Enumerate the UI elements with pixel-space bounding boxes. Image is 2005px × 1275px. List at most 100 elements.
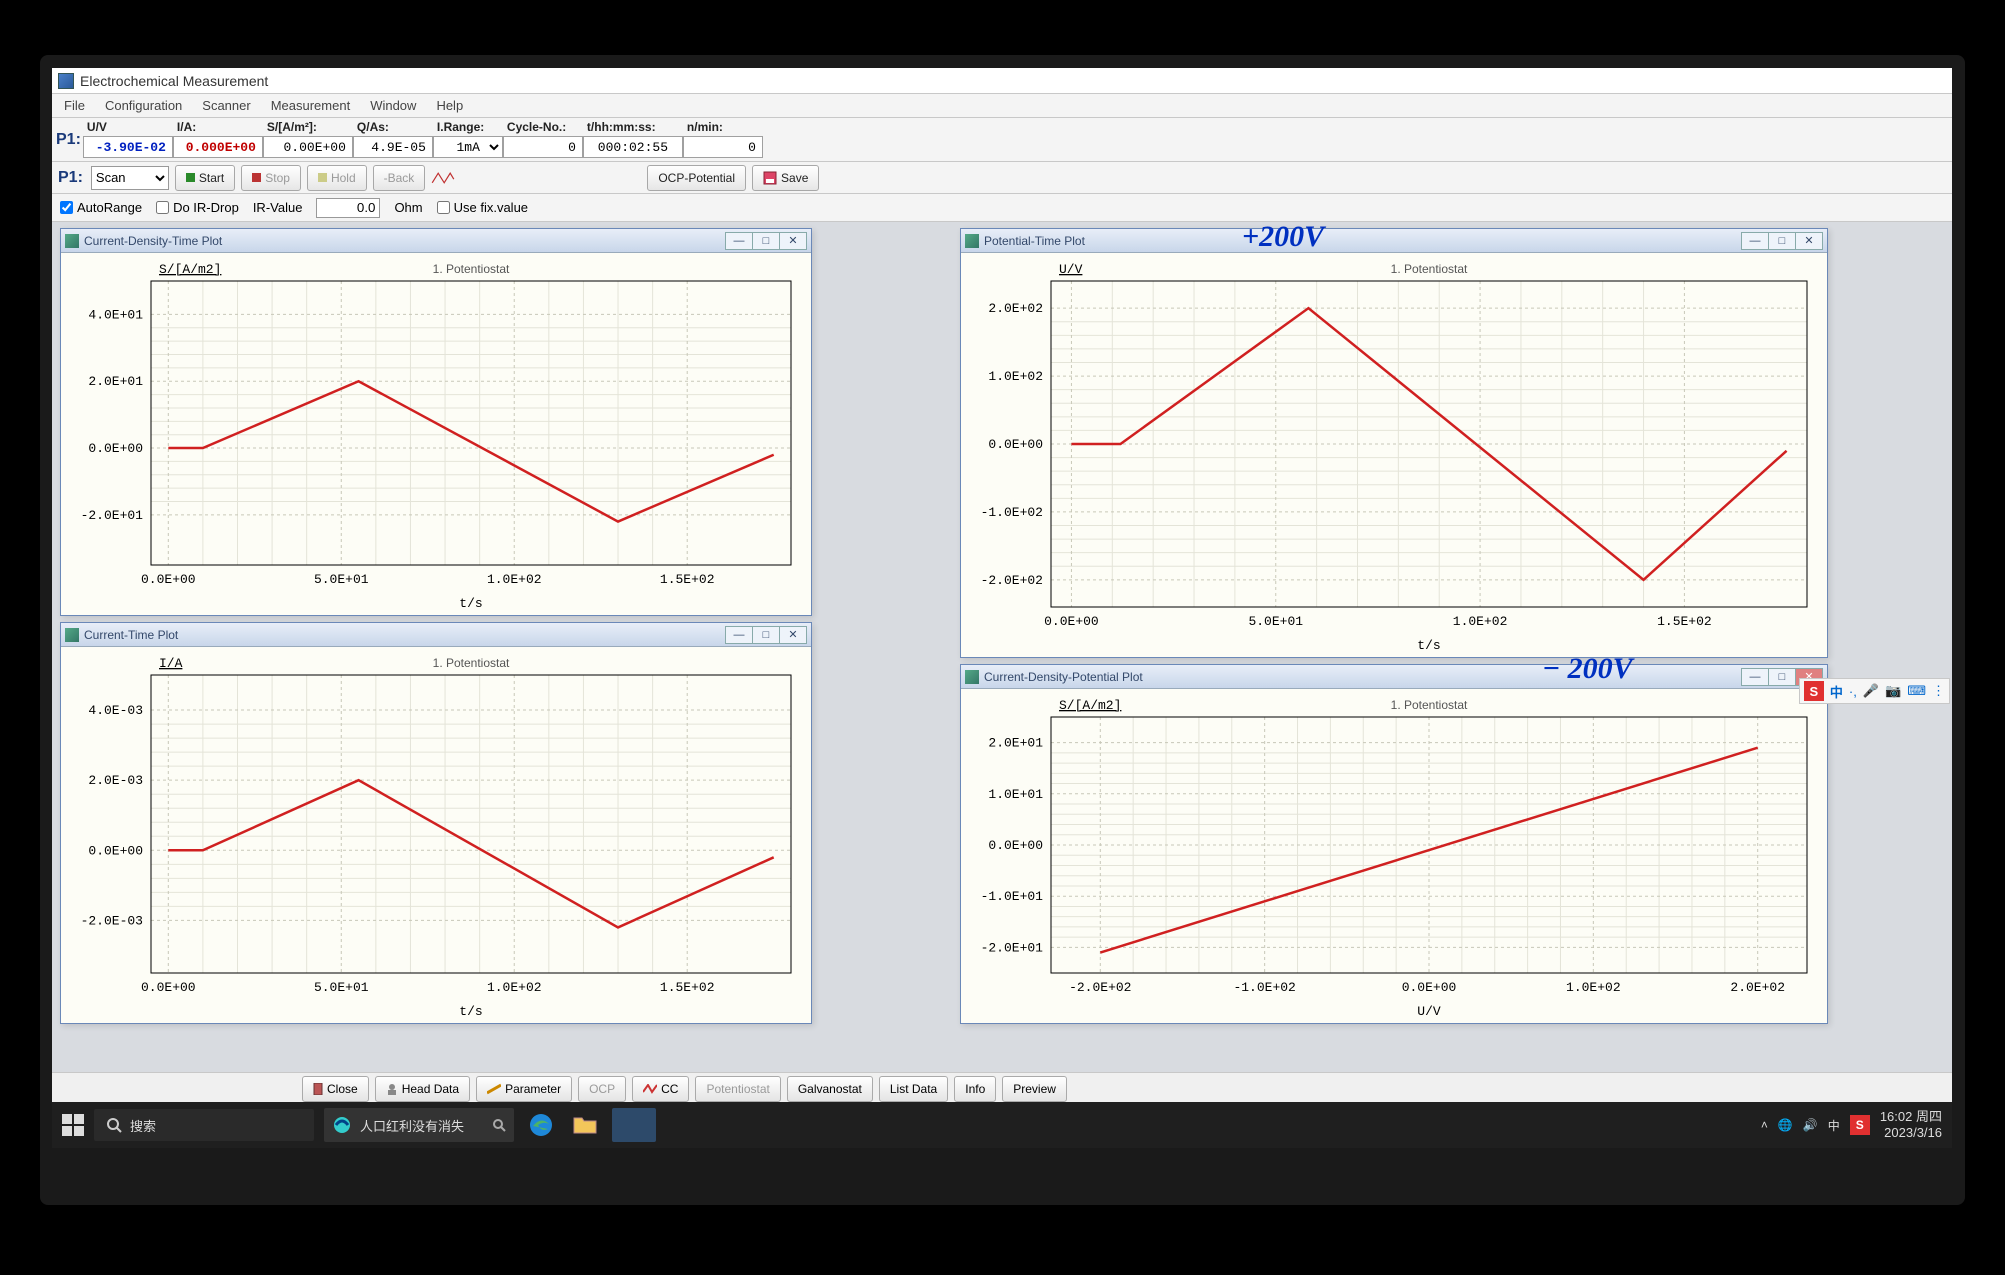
svg-text:t/s: t/s [1417, 638, 1440, 653]
autorange-checkbox[interactable]: AutoRange [60, 200, 142, 215]
svg-text:1. Potentiostat: 1. Potentiostat [433, 262, 510, 276]
ime-item[interactable]: ·, [1849, 684, 1857, 699]
ime-logo-icon[interactable]: S [1804, 681, 1824, 701]
irvalue-label: IR-Value [253, 200, 303, 215]
taskbar-explorer[interactable] [568, 1108, 602, 1142]
preview-button[interactable]: Preview [1002, 1076, 1067, 1102]
back-button[interactable]: -Back [373, 165, 426, 191]
menu-scanner[interactable]: Scanner [194, 96, 258, 115]
readout-nmin: n/min:0 [683, 120, 763, 158]
plot-icon [65, 628, 79, 642]
maximize-button[interactable]: □ [752, 626, 780, 644]
ime-mic-icon[interactable]: 🎤 [1863, 683, 1879, 699]
galvanostat-button[interactable]: Galvanostat [787, 1076, 873, 1102]
svg-text:0.0E+00: 0.0E+00 [88, 441, 143, 456]
ime-keyboard-icon[interactable]: ⌨ [1907, 683, 1926, 699]
svg-text:2.0E-03: 2.0E-03 [88, 773, 143, 788]
svg-text:-1.0E+02: -1.0E+02 [1233, 980, 1295, 995]
irvalue-unit: Ohm [394, 200, 422, 215]
parameter-button[interactable]: Parameter [476, 1076, 572, 1102]
svg-text:t/s: t/s [459, 1004, 482, 1019]
svg-text:-2.0E+02: -2.0E+02 [1069, 980, 1131, 995]
fixvalue-checkbox[interactable]: Use fix.value [437, 200, 528, 215]
channel-label-2: P1: [58, 169, 83, 187]
taskbar-edge[interactable] [524, 1108, 558, 1142]
start-button[interactable]: Start [175, 165, 235, 191]
minimize-button[interactable]: ― [1741, 232, 1769, 250]
plot-window-title: Current-Density-Potential Plot [984, 670, 1143, 684]
save-button[interactable]: Save [752, 165, 819, 191]
plot-window-current-density-time[interactable]: Current-Density-Time Plot―□✕0.0E+005.0E+… [60, 228, 812, 616]
ime-toolbar[interactable]: S 中 ·, 🎤 📷 ⌨ ⋮ [1799, 678, 1950, 704]
menu-window[interactable]: Window [362, 96, 424, 115]
svg-text:t/s: t/s [459, 596, 482, 611]
close-button[interactable]: ✕ [1795, 232, 1823, 250]
options-row: AutoRange Do IR-Drop IR-Value Ohm Use fi… [52, 194, 1952, 222]
cc-icon [643, 1084, 657, 1094]
menu-measurement[interactable]: Measurement [263, 96, 358, 115]
hold-button[interactable]: Hold [307, 165, 367, 191]
svg-text:-1.0E+01: -1.0E+01 [981, 889, 1044, 904]
search-icon [492, 1118, 506, 1132]
minimize-button[interactable]: ― [725, 232, 753, 250]
headdata-button[interactable]: Head Data [375, 1076, 470, 1102]
menu-file[interactable]: File [56, 96, 93, 115]
svg-text:1.0E+02: 1.0E+02 [1453, 614, 1508, 629]
maximize-button[interactable]: □ [752, 232, 780, 250]
maximize-button[interactable]: □ [1768, 668, 1796, 686]
svg-text:1.0E+01: 1.0E+01 [988, 787, 1043, 802]
mode-select[interactable]: Scan [91, 166, 169, 190]
start-button[interactable] [62, 1114, 84, 1136]
close-button[interactable]: ✕ [779, 626, 807, 644]
svg-text:1.0E+02: 1.0E+02 [487, 572, 542, 587]
head-icon [386, 1083, 398, 1095]
ime-item[interactable]: 中 [1830, 682, 1843, 701]
taskbar-search[interactable]: 搜索 [94, 1109, 314, 1141]
ime-camera-icon[interactable]: 📷 [1885, 683, 1901, 699]
svg-text:4.0E-03: 4.0E-03 [88, 703, 143, 718]
readout-row: P1: U/V-3.90E-02I/A:0.000E+00S/[A/m²]:0.… [52, 118, 1952, 162]
plot-area[interactable]: 0.0E+005.0E+011.0E+021.5E+02-2.0E-030.0E… [61, 647, 811, 1023]
tray-volume-icon[interactable]: 🔊 [1803, 1118, 1818, 1132]
close-button[interactable]: ✕ [779, 232, 807, 250]
minimize-button[interactable]: ― [725, 626, 753, 644]
plot-area[interactable]: -2.0E+02-1.0E+020.0E+001.0E+022.0E+02-2.… [961, 689, 1827, 1023]
plot-area[interactable]: 0.0E+005.0E+011.0E+021.5E+02-2.0E+010.0E… [61, 253, 811, 615]
close-button[interactable]: Close [302, 1076, 369, 1102]
irvalue-input[interactable] [316, 198, 380, 218]
plot-area[interactable]: 0.0E+005.0E+011.0E+021.5E+02-2.0E+02-1.0… [961, 253, 1827, 657]
ocp-button[interactable]: OCP-Potential [647, 165, 746, 191]
menu-help[interactable]: Help [428, 96, 471, 115]
taskbar[interactable]: 搜索 人口红利没有消失 ˄ 🌐 🔊 中 S 16:02 周四 2023/3/16 [52, 1102, 1952, 1148]
tray-chevron-icon[interactable]: ˄ [1761, 1118, 1768, 1132]
svg-text:0.0E+00: 0.0E+00 [88, 843, 143, 858]
ocp-button-2[interactable]: OCP [578, 1076, 626, 1102]
plot-window-current-density-potential[interactable]: Current-Density-Potential Plot―□✕-2.0E+0… [960, 664, 1828, 1024]
svg-text:-2.0E+01: -2.0E+01 [81, 508, 144, 523]
cc-button[interactable]: CC [632, 1076, 689, 1102]
svg-text:1.0E+02: 1.0E+02 [1566, 980, 1621, 995]
taskbar-clock[interactable]: 16:02 周四 2023/3/16 [1880, 1109, 1942, 1140]
ime-more-icon[interactable]: ⋮ [1932, 683, 1945, 699]
plot-window-potential-time[interactable]: Potential-Time Plot ―□✕ 0.0E+005.0E+011.0E… [960, 228, 1828, 658]
listdata-button[interactable]: List Data [879, 1076, 948, 1102]
door-icon [313, 1083, 323, 1095]
tray-network-icon[interactable]: 🌐 [1778, 1118, 1793, 1132]
menu-config[interactable]: Configuration [97, 96, 190, 115]
maximize-button[interactable]: □ [1768, 232, 1796, 250]
stop-button[interactable]: Stop [241, 165, 301, 191]
info-button[interactable]: Info [954, 1076, 996, 1102]
plot-window-title: Potential-Time Plot [984, 234, 1085, 248]
taskbar-ie[interactable]: 人口红利没有消失 [324, 1108, 514, 1142]
taskbar-app[interactable] [612, 1108, 656, 1142]
svg-text:1.0E+02: 1.0E+02 [487, 980, 542, 995]
svg-text:S/[A/m2]: S/[A/m2] [159, 262, 221, 277]
irdrop-checkbox[interactable]: Do IR-Drop [156, 200, 239, 215]
tray-ime[interactable]: 中 [1828, 1117, 1840, 1134]
minimize-button[interactable]: ― [1741, 668, 1769, 686]
tray-sogou-icon[interactable]: S [1850, 1115, 1870, 1135]
potentiostat-button[interactable]: Potentiostat [695, 1076, 780, 1102]
plot-window-title: Current-Time Plot [84, 628, 178, 642]
menubar[interactable]: File Configuration Scanner Measurement W… [52, 94, 1952, 118]
plot-window-current-time[interactable]: Current-Time Plot ―□✕ 0.0E+005.0E+011.0E+0… [60, 622, 812, 1024]
